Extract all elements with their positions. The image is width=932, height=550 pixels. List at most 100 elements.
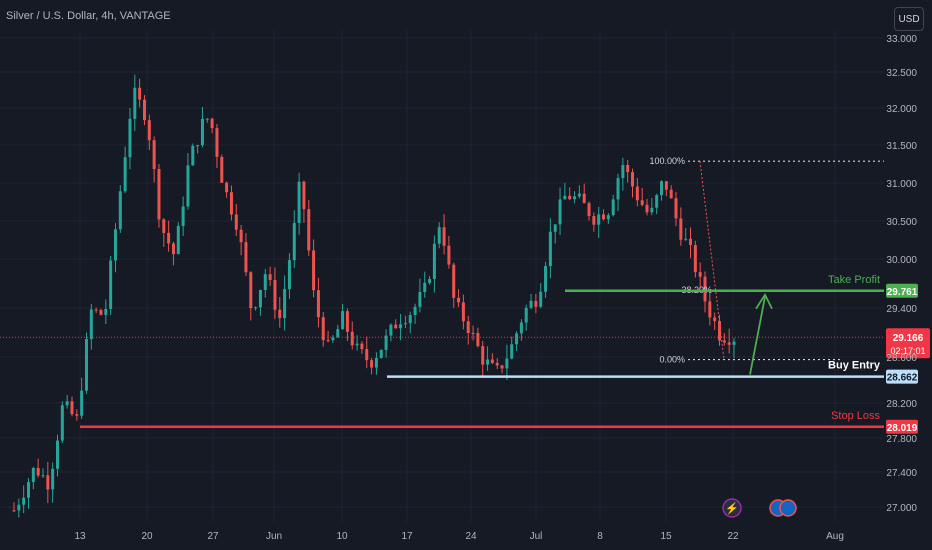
price-tick-label: 27.000 [886,503,917,514]
candle-body [587,203,591,217]
last-price-value: 29.166 [893,333,924,344]
candle-body [674,198,678,219]
price-axis: 33.000 32.500 32.000 31.500 31.000 30.500 30.0… [886,34,917,514]
candle-body [350,331,354,346]
candle-body [679,218,683,240]
candle-body [466,321,470,333]
candle-body [302,181,306,210]
candle-body [167,232,171,244]
candle-body [693,245,697,273]
candle-body [698,272,702,277]
candle-body [486,359,490,365]
candle-body [94,309,98,311]
candle-body [210,118,214,129]
candle-body [471,332,475,334]
candle-body [341,311,345,330]
candle-body [234,214,238,230]
time-tick-label: 8 [597,531,603,542]
candle-body [60,405,64,441]
price-tick-label: 27.800 [886,434,917,445]
target-arrow-shaft [749,296,766,375]
time-tick-label: 13 [74,531,86,542]
currency-button[interactable]: USD [894,7,924,31]
candle-body [490,359,494,363]
candle-body [573,196,577,200]
price-tick-label: 31.000 [886,179,917,190]
candle-body [191,145,195,166]
price-tick-label: 30.500 [886,217,917,228]
candle-body [660,181,664,196]
candle-body [408,315,412,324]
candle-body [481,346,485,365]
candle-body [31,467,35,483]
candle-body [89,309,93,340]
chart-grid [0,30,884,522]
stop-loss-badge-text: 28.019 [887,423,918,434]
candle-body [515,333,519,345]
candle-body [196,145,200,147]
buy-entry-label: Buy Entry [828,360,881,372]
candle-body [432,243,436,280]
candle-body [205,118,209,120]
candle-body [732,341,736,345]
candle-body [553,224,557,232]
candle-body [278,309,282,319]
event-icons: ⚡ [722,498,797,518]
candle-body [403,323,407,325]
fib-trend-line [699,161,725,360]
candle-body [519,322,523,334]
candle-body [495,362,499,366]
candle-body [727,342,731,345]
candle-body [500,365,504,369]
candle-body [718,321,722,341]
stop-loss-label: Stop Loss [831,410,880,422]
candle-body [389,324,393,336]
fib-level-label: 100.00% [649,156,685,166]
candle-body [75,414,79,416]
candle-body [413,306,417,316]
candle-body [220,156,224,183]
candle-body [142,99,146,121]
candle-body [635,186,639,201]
lightning-icon: ⚡ [725,502,739,515]
candle-body [606,215,610,220]
candle-body [292,222,296,261]
candle-body [563,195,567,200]
candle-body [418,291,422,307]
candle-body [384,335,388,350]
candle-body [524,307,528,323]
price-tick-label: 27.400 [886,468,917,479]
lightning-event-icon[interactable] [722,498,742,518]
candle-body [582,193,586,204]
candle-body [645,204,649,213]
candle-body [171,243,175,255]
candle-body [152,140,156,170]
fib-level-label: 0.00% [659,355,685,365]
us-flag-event-icon-2[interactable] [779,499,797,517]
candle-body [428,279,432,283]
time-tick-label: 27 [207,531,219,542]
trade-levels: Take Profit Buy Entry Stop Loss 29.761 28.66… [0,274,930,434]
candle-body [611,199,615,216]
candle-body [631,172,635,187]
candle-body [287,260,291,290]
candle-body [374,357,378,368]
buy-entry-badge [886,369,918,384]
candle-body [664,181,668,190]
candle-body [461,302,465,322]
candle-body [689,238,693,246]
candle-body [109,260,113,309]
candle-body [118,191,122,230]
candle-body [510,344,514,359]
candle-body [423,282,427,292]
candle-body [669,189,673,199]
candle-body [123,157,127,192]
candle-body [22,497,26,505]
candle-body [336,329,340,338]
candle-body [650,207,654,213]
candle-body [708,301,712,318]
candle-body [147,120,151,141]
last-price-countdown: 02:17:01 [890,346,925,356]
candle-body [70,401,74,415]
